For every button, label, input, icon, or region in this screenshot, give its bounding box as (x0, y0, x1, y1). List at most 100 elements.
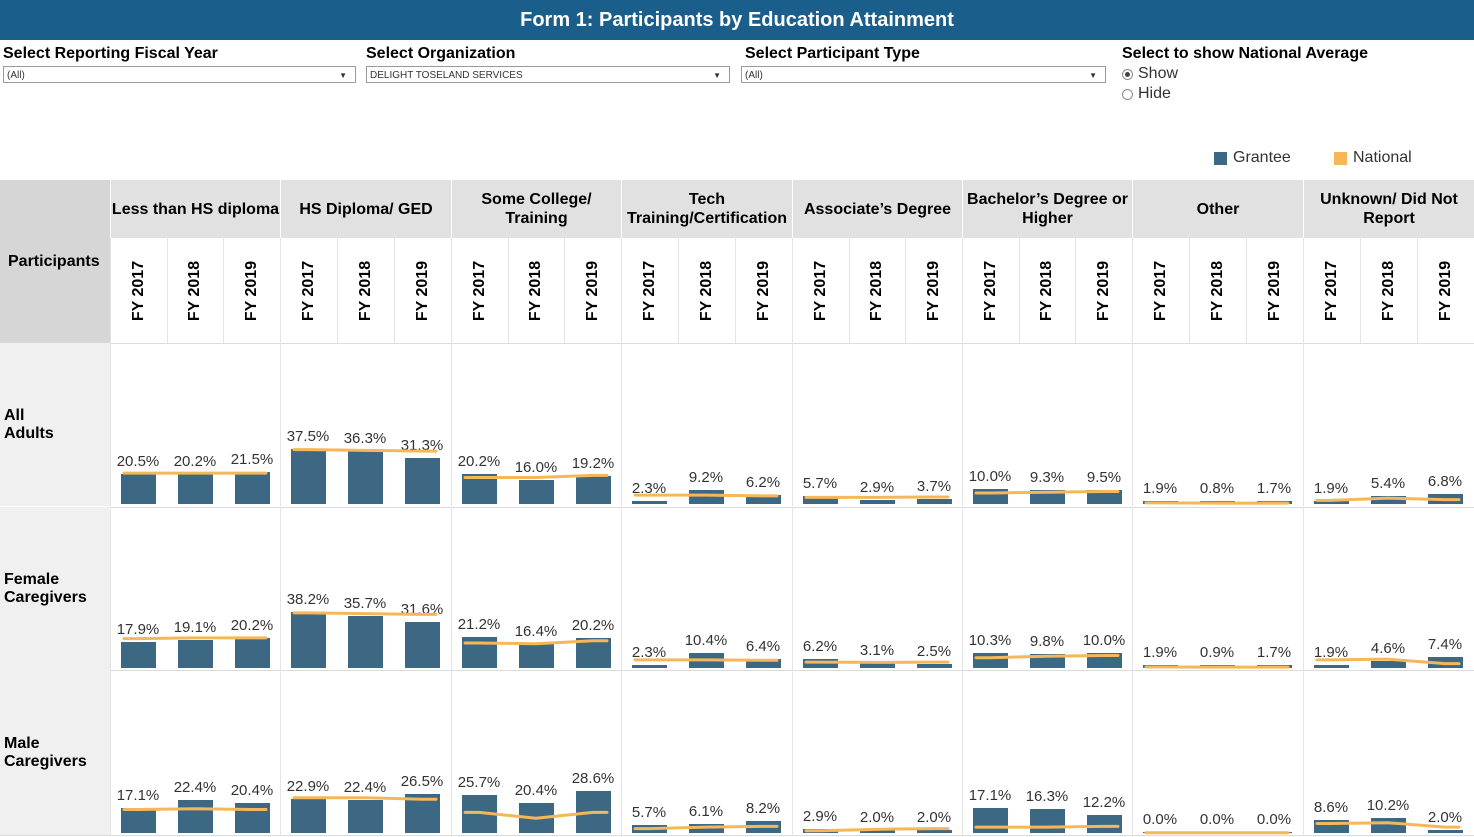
organization-label: Select Organization (366, 45, 516, 62)
year-header: FY 2017 (1132, 238, 1189, 343)
category-header: Associate’s Degree (792, 180, 962, 238)
data-label: 6.8% (1427, 473, 1463, 490)
fiscal-year-select[interactable]: (All) ▼ (3, 66, 356, 83)
grantee-bar (859, 663, 895, 668)
year-header: FY 2019 (905, 238, 962, 343)
data-label: 8.2% (745, 799, 781, 817)
grantee-bar (290, 799, 326, 833)
grantee-bar (518, 643, 554, 668)
grantee-bar (234, 803, 270, 833)
data-label: 17.1% (968, 786, 1012, 804)
data-label: 17.1% (116, 786, 160, 804)
chart-cell (451, 507, 621, 670)
chart-cell (1303, 670, 1474, 835)
chart-cell (792, 343, 962, 506)
data-label: 20.2% (571, 617, 615, 635)
year-label: FY 2017 (300, 260, 318, 321)
data-label: 9.8% (1029, 632, 1065, 650)
chart-cell (1303, 507, 1474, 670)
data-label: 20.4% (514, 782, 558, 799)
grantee-bar (745, 494, 781, 504)
category-header: Tech Training/Certification (621, 180, 792, 238)
grantee-bar (1256, 501, 1292, 504)
page-title: Form 1: Participants by Education Attain… (0, 0, 1474, 40)
data-label: 10.2% (1366, 797, 1410, 814)
data-label: 12.2% (1082, 794, 1126, 812)
grantee-bar (1142, 832, 1178, 833)
year-label: FY 2019 (584, 260, 602, 321)
year-header: FY 2019 (1417, 238, 1474, 343)
year-header: FY 2018 (507, 238, 565, 343)
grantee-bar (518, 803, 554, 833)
year-label: FY 2017 (470, 260, 488, 321)
year-label: FY 2019 (1095, 260, 1113, 321)
data-label: 2.0% (916, 809, 952, 826)
data-label: 5.4% (1370, 475, 1406, 493)
data-label: 6.4% (745, 637, 781, 655)
participant-type-select[interactable]: (All) ▼ (741, 66, 1106, 83)
radio-selected-icon[interactable] (1122, 68, 1133, 80)
data-label: 10.0% (1082, 632, 1126, 650)
grantee-bar (461, 636, 497, 668)
participants-header: Participants (0, 180, 110, 343)
data-label: 20.4% (230, 782, 274, 799)
radio-show[interactable]: Show (1122, 64, 1422, 84)
data-label: 8.6% (1313, 799, 1349, 817)
data-label: 6.2% (802, 637, 838, 655)
data-label: 21.5% (230, 451, 274, 469)
year-label: FY 2019 (1266, 260, 1284, 321)
year-label: FY 2018 (1380, 260, 1398, 321)
grantee-bar (802, 495, 838, 504)
chart-cell (962, 343, 1132, 506)
grantee-bar (1029, 490, 1065, 504)
grantee-bar (404, 457, 440, 504)
chart-cell (451, 343, 621, 506)
data-label: 38.2% (286, 590, 330, 608)
grantee-bar (1427, 830, 1463, 833)
radio-hide-label: Hide (1138, 85, 1171, 102)
year-header: FY 2019 (1246, 238, 1303, 343)
row-separator (0, 507, 1474, 508)
radio-unselected-icon[interactable] (1122, 88, 1133, 100)
data-label: 19.1% (173, 618, 217, 636)
data-label: 2.0% (1427, 809, 1463, 826)
grantee-bar (859, 830, 895, 833)
grantee-bar (234, 472, 270, 504)
grantee-bar (916, 664, 952, 668)
data-label: 5.7% (631, 803, 667, 821)
year-label: FY 2019 (243, 260, 261, 321)
grantee-bar (1313, 501, 1349, 504)
grantee-bar (688, 824, 724, 833)
grantee-bar (1427, 494, 1463, 504)
data-label: 1.7% (1256, 480, 1292, 497)
national-average-filter: Select to show National Average Show Hid… (1122, 44, 1422, 104)
data-label: 0.8% (1199, 480, 1235, 497)
grantee-bar (234, 638, 270, 668)
fiscal-year-filter: Select Reporting Fiscal Year (All) ▼ (3, 44, 356, 83)
participant-type-value: (All) (745, 70, 763, 81)
data-label: 31.3% (400, 436, 444, 454)
row-label-text: Female Caregivers (4, 570, 87, 606)
radio-hide[interactable]: Hide (1122, 84, 1422, 104)
data-label: 1.9% (1142, 480, 1178, 497)
data-label: 25.7% (457, 774, 501, 792)
category-header: Other (1132, 180, 1303, 238)
legend-grantee-swatch (1214, 151, 1227, 165)
data-label: 0.0% (1199, 811, 1235, 828)
dropdown-arrow-icon: ▼ (339, 71, 347, 80)
year-header: FY 2019 (735, 238, 792, 343)
dropdown-arrow-icon: ▼ (713, 71, 721, 80)
year-header: FY 2017 (792, 238, 849, 343)
grantee-bar (461, 795, 497, 833)
year-header: FY 2018 (1360, 238, 1417, 343)
fiscal-year-label: Select Reporting Fiscal Year (3, 45, 218, 62)
grantee-bar (177, 474, 213, 504)
chart-cell (621, 343, 792, 506)
organization-select[interactable]: DELIGHT TOSELAND SERVICES ▼ (366, 66, 730, 83)
grantee-bar (802, 658, 838, 668)
grantee-bar (916, 830, 952, 833)
year-header: FY 2017 (621, 238, 678, 343)
grantee-bar (1370, 496, 1406, 504)
chart-cell (110, 507, 280, 670)
legend-national-swatch (1334, 151, 1347, 165)
